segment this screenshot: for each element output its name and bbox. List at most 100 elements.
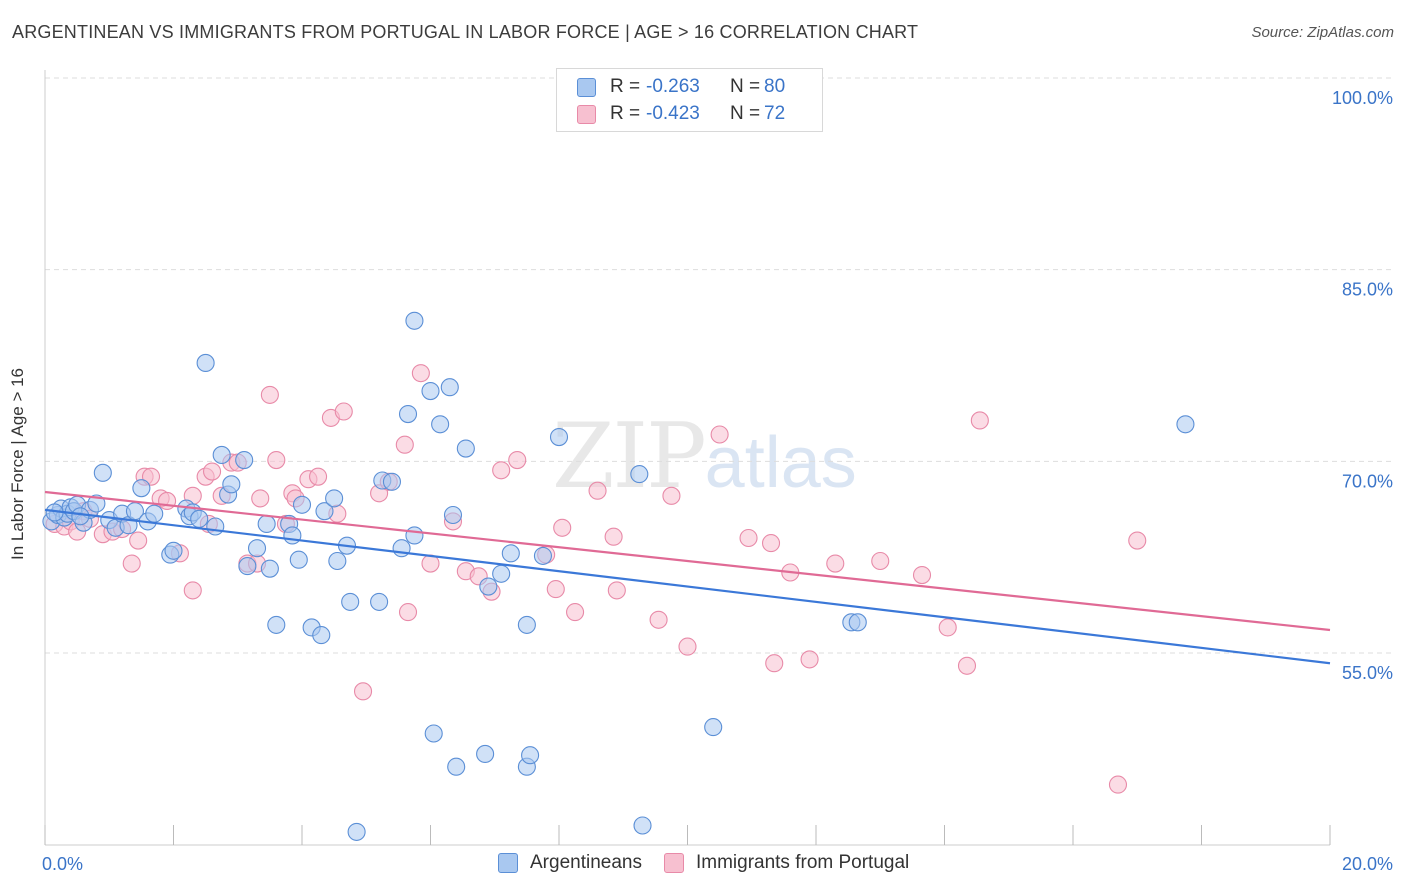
data-point — [492, 564, 511, 583]
data-point — [633, 816, 652, 835]
data-point — [122, 554, 141, 573]
data-point — [938, 618, 957, 637]
series-argentineans — [42, 311, 1195, 841]
data-point — [132, 479, 151, 498]
watermark-atlas: atlas — [704, 423, 857, 503]
data-point — [405, 526, 424, 545]
data-point — [315, 502, 334, 521]
legend-n-value: 72 — [764, 103, 786, 124]
y-tick-label: 85.0% — [1342, 280, 1393, 300]
chart-title: ARGENTINEAN VS IMMIGRANTS FROM PORTUGAL … — [12, 22, 919, 42]
data-point — [710, 425, 729, 444]
data-point — [283, 526, 302, 545]
data-point — [257, 514, 276, 533]
data-point — [521, 746, 540, 765]
data-point — [212, 445, 231, 464]
watermark: ZIPatlas — [552, 404, 857, 509]
data-point — [456, 439, 475, 458]
data-point — [93, 463, 112, 482]
data-point — [662, 486, 681, 505]
data-point — [312, 626, 331, 645]
data-point — [203, 462, 222, 481]
data-point — [222, 475, 241, 494]
data-point — [395, 435, 414, 454]
data-point — [158, 491, 177, 510]
data-point — [678, 637, 697, 656]
data-point — [347, 822, 366, 841]
data-point — [871, 551, 890, 571]
y-tick-label: 70.0% — [1342, 471, 1393, 491]
data-point — [71, 507, 90, 526]
legend-item-argentineans: Argentineans — [498, 852, 642, 874]
data-point — [1128, 531, 1147, 550]
data-point — [492, 461, 511, 480]
legend-r-label: R = — [610, 103, 641, 124]
trend-line — [44, 490, 1331, 632]
data-point — [325, 489, 344, 508]
data-point — [398, 603, 418, 622]
x-tick-label: 20.0% — [1342, 854, 1393, 874]
data-point — [341, 592, 360, 611]
legend-n-value: 80 — [764, 76, 786, 97]
legend-r-value: -0.423 — [646, 103, 700, 124]
data-point — [957, 656, 977, 675]
legend-r-value: -0.263 — [646, 76, 700, 97]
data-point — [566, 603, 585, 622]
x-tick-label: 0.0% — [42, 854, 83, 874]
legend-swatch-blue — [577, 77, 596, 97]
data-point — [630, 465, 649, 484]
data-point — [238, 557, 257, 576]
data-point — [546, 580, 565, 599]
data-point — [398, 405, 418, 424]
legend-row-portugal: R = -0.423 N = 72 — [577, 101, 804, 127]
legend-row-argentineans: R = -0.263 N = 80 — [577, 74, 804, 100]
data-point — [533, 546, 552, 565]
data-point — [353, 682, 373, 701]
data-point — [501, 544, 520, 563]
legend-swatch-pink — [663, 853, 684, 873]
tick-labels: 55.0% 70.0% 85.0% 100.0% 0.0% 20.0% — [42, 88, 1393, 874]
data-point — [607, 581, 626, 600]
data-point — [553, 518, 572, 537]
data-point — [970, 411, 989, 430]
data-point — [145, 504, 164, 523]
data-point — [334, 402, 353, 421]
data-point — [164, 541, 183, 560]
trend-lines — [44, 490, 1331, 665]
data-point — [704, 718, 723, 737]
legend-swatch-pink — [577, 104, 596, 124]
data-point — [431, 415, 450, 434]
legend-swatch-blue — [498, 853, 518, 873]
data-point — [382, 472, 402, 491]
data-point — [508, 451, 527, 470]
data-point — [370, 592, 389, 611]
data-point — [443, 505, 463, 525]
data-point — [260, 559, 279, 578]
data-point — [800, 650, 819, 669]
data-point — [649, 610, 668, 629]
data-point — [309, 467, 328, 486]
data-point — [267, 451, 286, 470]
data-point — [739, 528, 758, 548]
y-tick-label: 55.0% — [1342, 663, 1393, 683]
data-point — [183, 581, 202, 600]
legend-r-label: R = — [610, 76, 641, 97]
legend-label-portugal: Immigrants from Portugal — [695, 852, 910, 873]
data-point — [196, 353, 215, 372]
legend-n-label: N = — [730, 103, 761, 124]
data-point — [588, 481, 607, 500]
data-point — [247, 539, 267, 558]
data-point — [328, 551, 347, 571]
data-point — [267, 615, 286, 634]
y-axis-label: In Labor Force | Age > 16 — [8, 367, 27, 560]
data-point — [235, 451, 254, 470]
data-point — [517, 615, 536, 634]
data-point — [190, 509, 209, 528]
data-point — [848, 613, 867, 632]
axes — [44, 70, 1331, 846]
data-point — [761, 534, 781, 553]
data-point — [260, 385, 279, 404]
data-point — [440, 378, 459, 397]
data-point — [479, 577, 498, 596]
